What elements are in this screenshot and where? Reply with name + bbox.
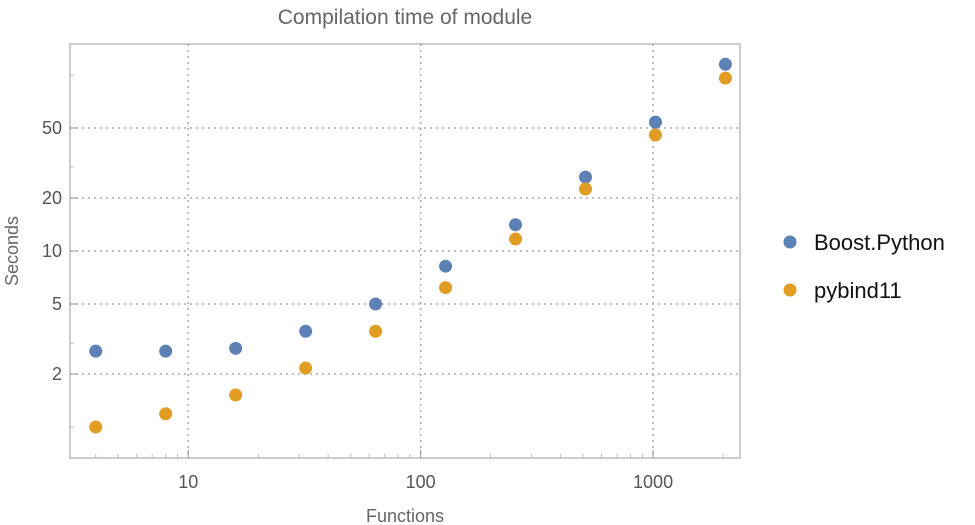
data-point-boost-python: [369, 297, 383, 311]
data-point-boost-python: [439, 259, 453, 273]
chart-title: Compilation time of module: [278, 6, 532, 29]
x-tick-label: 100: [406, 472, 436, 492]
data-points: [89, 57, 732, 434]
y-tick-label: 2: [52, 364, 62, 384]
data-point-pybind11: [229, 388, 243, 402]
x-axis-label: Functions: [366, 506, 444, 525]
y-tick-label: 50: [42, 118, 62, 138]
data-point-pybind11: [648, 128, 662, 142]
data-point-boost-python: [509, 218, 523, 232]
legend-marker: [783, 283, 797, 297]
data-point-boost-python: [299, 324, 313, 338]
y-tick-label: 20: [42, 188, 62, 208]
data-point-pybind11: [718, 71, 732, 85]
data-point-boost-python: [89, 344, 103, 358]
data-point-pybind11: [159, 407, 173, 421]
y-tick-label: 5: [52, 294, 62, 314]
legend-label: pybind11: [814, 278, 902, 303]
x-tick-label: 1000: [633, 472, 673, 492]
data-point-boost-python: [578, 170, 592, 184]
plot-frame: [69, 43, 741, 459]
axis-ticks: 10 100 1000 2 5 10 20 50: [42, 74, 724, 492]
data-point-pybind11: [439, 281, 453, 295]
data-point-pybind11: [89, 420, 103, 434]
data-point-pybind11: [369, 324, 383, 338]
data-point-pybind11: [509, 232, 523, 246]
data-point-pybind11: [578, 182, 592, 196]
data-point-pybind11: [299, 361, 313, 375]
y-tick-label: 10: [42, 241, 62, 261]
legend-label: Boost.Python: [814, 230, 945, 255]
y-axis-label: Seconds: [2, 216, 22, 286]
data-point-boost-python: [648, 115, 662, 129]
x-tick-label: 10: [178, 472, 198, 492]
data-point-boost-python: [229, 341, 243, 355]
data-point-boost-python: [159, 344, 173, 358]
data-point-boost-python: [718, 57, 732, 71]
legend: Boost.Python pybind11: [783, 230, 945, 303]
grid: [70, 44, 740, 458]
legend-marker: [783, 235, 797, 249]
